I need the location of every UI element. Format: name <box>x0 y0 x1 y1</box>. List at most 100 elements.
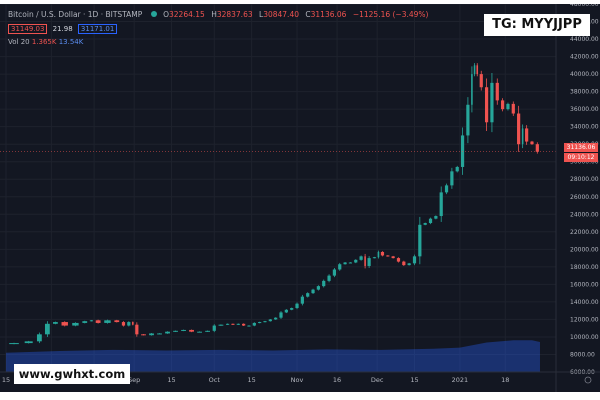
candle-body <box>52 322 58 324</box>
price-axis-panel[interactable] <box>556 4 600 392</box>
price-tick-label: 34000.00 <box>570 124 599 131</box>
candle-body <box>242 323 246 326</box>
candle-body <box>377 251 380 258</box>
price-tick-label: 22000.00 <box>570 229 599 236</box>
price-tick-label: 40000.00 <box>570 71 599 78</box>
candle-body <box>511 103 515 114</box>
candle-body <box>428 218 433 224</box>
sell-button[interactable]: 31149.03 <box>8 24 48 34</box>
change-value: −1125.16 (−3.49%) <box>352 10 429 19</box>
candle-body <box>189 329 194 332</box>
plot-background <box>0 4 600 392</box>
price-tick-label: 20000.00 <box>570 246 599 253</box>
candle-body <box>476 65 479 75</box>
candle-body <box>396 258 401 262</box>
candle-body <box>444 185 449 193</box>
candle-body <box>434 216 438 219</box>
candle-body <box>295 303 299 309</box>
price-tick-label: 42000.00 <box>570 54 599 61</box>
spread-value: 21.98 <box>52 25 73 33</box>
price-tick-label: 10000.00 <box>570 334 599 341</box>
last-price-label: 31136.06 <box>564 142 598 152</box>
candle-body <box>24 341 33 344</box>
candle-body <box>121 322 126 326</box>
candle-body <box>268 319 272 322</box>
candle-body <box>359 256 363 260</box>
candle-body <box>149 333 154 336</box>
time-tick-label: 15 <box>167 376 175 384</box>
candle-body <box>455 166 459 172</box>
candle-body <box>423 223 427 225</box>
candle-body <box>197 331 202 333</box>
price-tick-label: 14000.00 <box>570 299 599 306</box>
watermark-top: TG: MYYJJPP <box>484 14 590 36</box>
candle-body <box>300 296 304 304</box>
bar-countdown-label: 09:10:12 <box>564 152 598 162</box>
candle-body <box>473 65 476 75</box>
open-value: 32264.15 <box>169 10 205 19</box>
candle-body <box>439 192 443 217</box>
candle-body <box>127 322 131 326</box>
close-value: 31136.06 <box>310 10 347 19</box>
volume-value: 1.365K <box>31 38 57 46</box>
candle-body <box>479 74 483 88</box>
price-tick-label: 44000.00 <box>570 36 599 43</box>
low-label: L <box>259 10 264 19</box>
settings-gear-icon[interactable] <box>584 376 592 384</box>
candle-body <box>364 256 366 266</box>
status-dot-icon <box>150 11 157 17</box>
time-tick-label: 15 <box>247 376 255 384</box>
price-tick-label: 36000.00 <box>570 106 599 113</box>
candle-body <box>181 329 186 331</box>
candle-body <box>36 334 42 342</box>
price-tick-label: 24000.00 <box>570 211 599 218</box>
candle-body <box>521 128 524 145</box>
candle-body <box>484 87 489 123</box>
candle-body <box>471 74 473 105</box>
candle-body <box>9 343 19 345</box>
candle-body <box>132 322 134 325</box>
candle-body <box>82 321 88 323</box>
candle-body <box>263 321 267 323</box>
price-tick-label: 48000.00 <box>570 4 599 8</box>
candle-body <box>535 144 539 152</box>
candle-body <box>274 317 278 320</box>
candle-body <box>114 320 120 323</box>
candle-body <box>490 82 494 123</box>
candle-body <box>332 269 337 276</box>
candle-body <box>316 286 320 290</box>
price-tick-label: 8000.00 <box>570 351 595 358</box>
candle-body <box>236 323 240 325</box>
candle-body <box>252 322 256 326</box>
time-tick-label: Dec <box>371 376 384 384</box>
candle-body <box>450 171 454 186</box>
time-tick-label: Nov <box>291 376 304 384</box>
time-tick-label: 15 <box>2 376 10 384</box>
candle-body <box>501 100 505 110</box>
candle-body <box>306 293 310 297</box>
price-tick-label: 12000.00 <box>570 316 599 323</box>
price-tick-label: 26000.00 <box>570 194 599 201</box>
candle-body <box>205 330 210 332</box>
candle-body <box>391 256 395 259</box>
candle-body <box>525 128 529 142</box>
candle-body <box>348 262 353 264</box>
candle-body <box>173 330 178 332</box>
candle-body <box>212 325 216 331</box>
time-tick-label: Oct <box>209 376 221 384</box>
candle-body <box>72 322 79 326</box>
candle-body <box>226 323 230 325</box>
volume-label: Vol 20 <box>8 38 30 46</box>
high-value: 32837.63 <box>216 10 253 19</box>
candle-body <box>343 262 347 265</box>
price-tick-label: 18000.00 <box>570 264 599 271</box>
buy-button[interactable]: 31171.01 <box>77 24 118 34</box>
candle-body <box>407 263 411 266</box>
candle-body <box>135 324 139 335</box>
time-tick-label: 15 <box>410 376 418 384</box>
price-tick-label: 38000.00 <box>570 89 599 96</box>
candle-body <box>247 325 251 327</box>
candle-body <box>279 312 283 318</box>
candle-body <box>89 320 94 322</box>
